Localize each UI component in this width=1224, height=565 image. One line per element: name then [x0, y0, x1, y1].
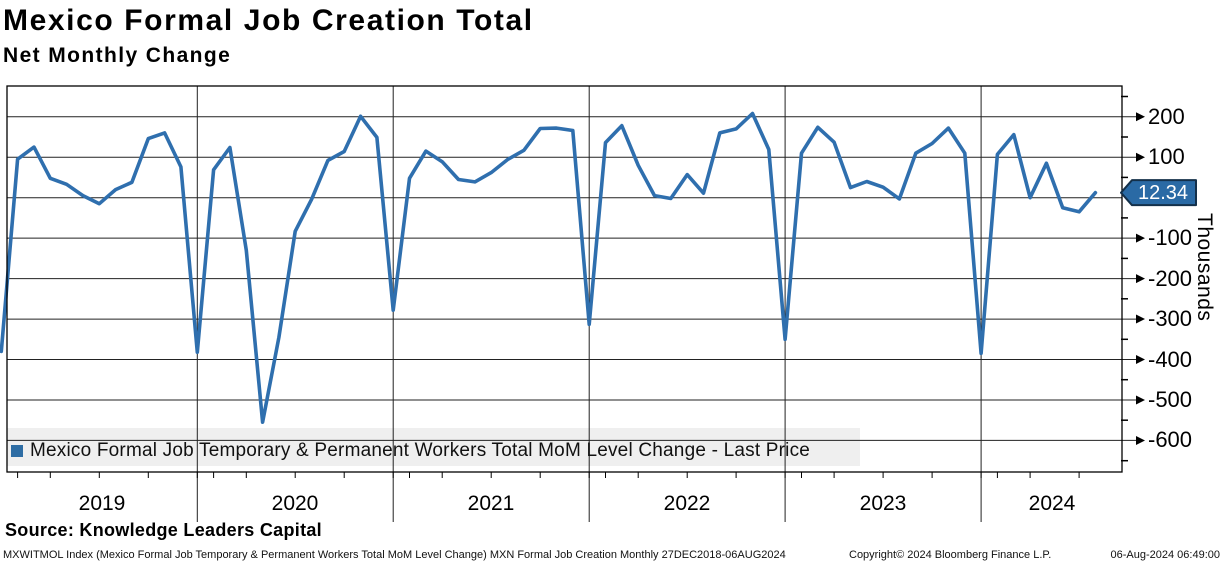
- y-tick-label: -100: [1148, 225, 1193, 250]
- y-tick-label: -300: [1148, 306, 1193, 331]
- tick-arrow-icon: [1136, 314, 1145, 324]
- x-year-label: 2021: [467, 492, 515, 515]
- y-tick-label: 200: [1148, 104, 1185, 129]
- y-tick-label: -600: [1148, 427, 1193, 452]
- legend-item[interactable]: Mexico Formal Job Temporary & Permanent …: [11, 440, 810, 462]
- tick-arrow-icon: [1136, 395, 1145, 405]
- plot-frame: [6, 85, 1123, 473]
- footer-timestamp: 06-Aug-2024 06:49:00: [1110, 549, 1220, 561]
- y-tick-label: -500: [1148, 387, 1193, 412]
- tick-arrow-icon: [1136, 274, 1145, 284]
- chart-title: Mexico Formal Job Creation Total: [3, 4, 534, 37]
- tick-arrow-icon: [1136, 435, 1145, 445]
- legend-marker-swatch: [11, 445, 23, 457]
- last-price-badge: [1120, 179, 1197, 207]
- tick-arrow-icon: [1136, 233, 1145, 243]
- last-price-badge-value: 12.34: [1137, 181, 1189, 204]
- x-year-label: 2022: [663, 492, 711, 515]
- x-year-label: 2020: [271, 492, 319, 515]
- legend-label: Mexico Formal Job Temporary & Permanent …: [30, 440, 811, 461]
- price-line: [0, 111, 1098, 425]
- x-year-label: 2024: [1028, 492, 1076, 515]
- x-year-label: 2019: [78, 492, 126, 515]
- footer-ticker-meta: MXWITMOL Index (Mexico Formal Job Tempor…: [3, 549, 786, 561]
- source-credit: Source: Knowledge Leaders Capital: [5, 520, 322, 540]
- y-tick-label: -200: [1148, 266, 1193, 291]
- chart-subtitle: Net Monthly Change: [3, 44, 232, 67]
- tick-arrow-icon: [1136, 355, 1145, 365]
- legend-background: [7, 428, 860, 466]
- footer-copyright: Copyright© 2024 Bloomberg Finance L.P.: [849, 549, 1052, 561]
- tick-arrow-icon: [1136, 152, 1145, 162]
- y-axis-unit-label: Thousands: [1193, 213, 1216, 322]
- y-tick-label: 100: [1148, 144, 1185, 169]
- tick-arrow-icon: [1136, 112, 1145, 122]
- x-year-label: 2023: [859, 492, 907, 515]
- y-tick-label: -400: [1148, 347, 1193, 372]
